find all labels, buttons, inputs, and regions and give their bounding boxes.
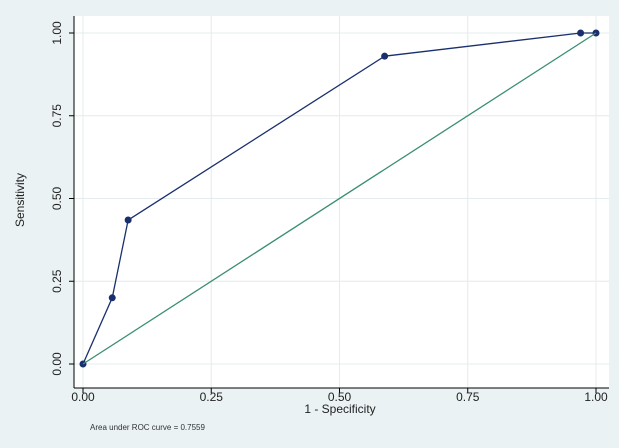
y-tick-label: 0.75 <box>50 104 64 128</box>
y-tick-label: 0.00 <box>50 352 64 376</box>
x-tick-label: 0.50 <box>328 390 352 404</box>
x-axis-title: 1 - Specificity <box>304 402 375 416</box>
y-tick-label: 0.25 <box>50 269 64 293</box>
grid-lines <box>74 16 609 388</box>
auc-annotation: Area under ROC curve = 0.7559 <box>90 423 206 432</box>
roc-point <box>381 52 389 60</box>
roc-point <box>108 294 116 302</box>
x-tick-label: 0.25 <box>200 390 224 404</box>
series-layer <box>79 29 600 368</box>
x-tick-label: 1.00 <box>584 390 608 404</box>
plot-area <box>74 16 609 388</box>
roc-point <box>577 29 585 37</box>
y-tick-label: 0.50 <box>50 186 64 210</box>
axes: 0.00 0.25 0.50 0.75 1.00 0.00 0.25 0.50 0.75 1.00 <box>50 16 609 404</box>
y-axis-title: Sensitivity <box>13 173 27 227</box>
reference-line <box>82 32 597 365</box>
roc-point <box>124 216 132 224</box>
x-tick-label: 0.00 <box>71 390 95 404</box>
x-tick-label: 0.75 <box>456 390 480 404</box>
y-tick-label: 1.00 <box>50 21 64 45</box>
